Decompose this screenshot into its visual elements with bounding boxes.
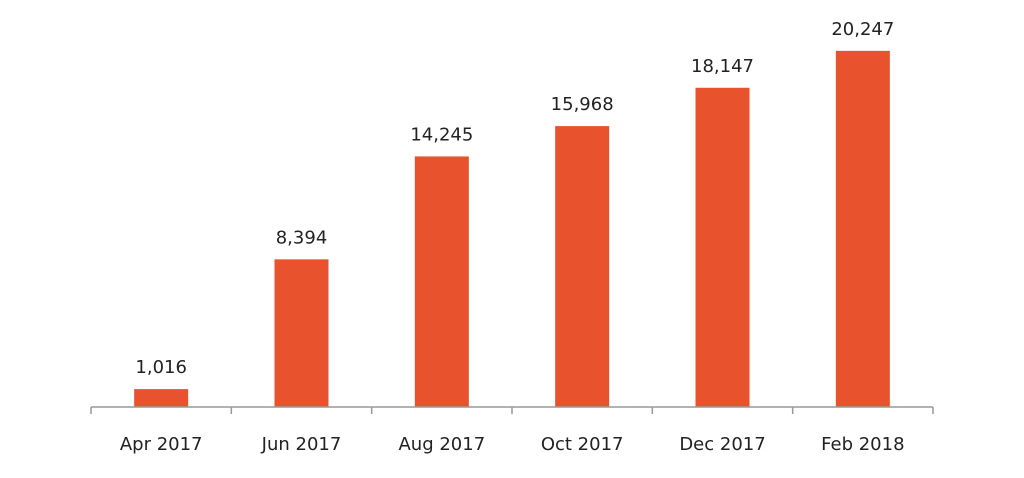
data-label: 20,247 [831, 19, 894, 40]
bar [695, 87, 750, 407]
bar [414, 156, 469, 407]
bar [134, 389, 189, 407]
data-labels-layer: 1,016 8,394 14,245 15,968 18,147 20,247 [135, 19, 894, 378]
x-tick-label: Dec 2017 [679, 434, 765, 455]
x-tick-label: Apr 2017 [120, 434, 203, 455]
x-axis-tick-labels: Apr 2017 Jun 2017 Aug 2017 Oct 2017 Dec 2017… [120, 434, 905, 455]
x-tick-label: Oct 2017 [541, 434, 624, 455]
x-axis-ticks [90, 407, 934, 414]
x-tick-label: Aug 2017 [398, 434, 485, 455]
data-label: 8,394 [276, 227, 328, 248]
data-label: 15,968 [551, 94, 614, 115]
x-tick-label: Feb 2018 [821, 434, 904, 455]
x-tick-label: Jun 2017 [261, 434, 342, 455]
data-label: 18,147 [691, 56, 754, 77]
data-label: 1,016 [135, 357, 187, 378]
bar [274, 259, 329, 407]
bar [835, 50, 890, 408]
data-label: 14,245 [410, 124, 473, 145]
bar [555, 126, 610, 407]
bars-layer [134, 50, 890, 408]
